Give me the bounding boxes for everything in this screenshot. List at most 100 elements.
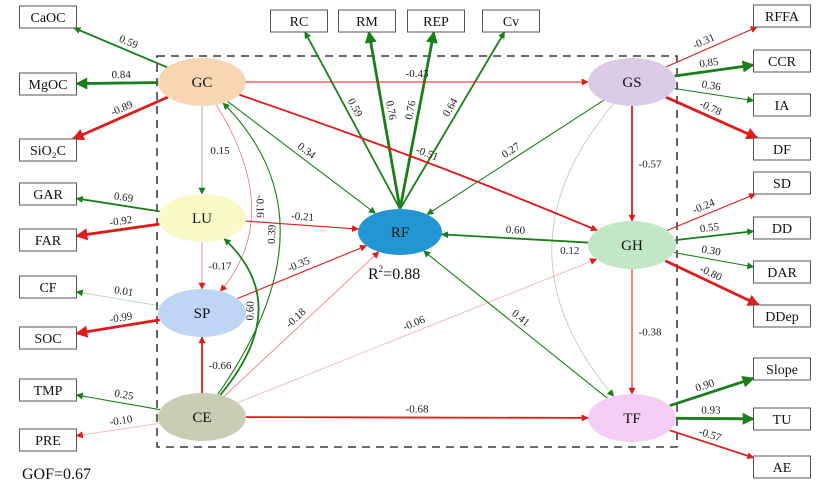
path-coefficient-TF-RF: 0.41 (509, 308, 532, 329)
latent-CE: CE (158, 393, 246, 441)
indicator-FAR-box (19, 228, 77, 252)
path-SP-to-RF (236, 244, 367, 300)
path-GH-to-DAR (673, 251, 755, 270)
path-TF-to-AE (669, 429, 755, 460)
latent-TF-ellipse (588, 394, 676, 442)
path-coefficient-CE-TF: -0.68 (406, 403, 429, 415)
path-TF-to-Slope (669, 375, 755, 407)
path-GS-to-TF (551, 103, 615, 397)
indicator-REP-label: REP (423, 15, 449, 30)
path-coefficient-LU-GAR: 0.69 (113, 190, 134, 205)
indicator-CF-label: CF (39, 281, 56, 296)
indicator-CCR-label: CCR (768, 55, 797, 70)
indicator-RM-label: RM (356, 15, 378, 30)
path-coefficient-SP-RF: -0.35 (286, 255, 312, 275)
indicator-RC-label: RC (290, 15, 309, 30)
path-GC-to-MgOC (75, 77, 159, 90)
indicator-TMP-box (19, 378, 77, 402)
indicator-SOC: SOC (19, 326, 77, 350)
latent-CE-label: CE (192, 410, 211, 426)
indicator-GAR-box (19, 182, 77, 206)
indicator-Cv-box (482, 9, 540, 33)
path-coefficient-GH-TF: -0.38 (639, 327, 662, 339)
indicator-FAR-label: FAR (35, 234, 62, 249)
indicator-RM: RM (338, 9, 396, 33)
path-coefficient-GH-DAR: 0.30 (701, 243, 723, 258)
path-RF-to-RM (364, 30, 402, 210)
indicator-RFFA: RFFA (753, 4, 811, 28)
latent-RF-label: RF (391, 225, 409, 241)
path-TF-to-RF (423, 250, 608, 399)
indicator-DAR-box (753, 260, 811, 284)
indicator-CaOC-label: CaOC (31, 11, 66, 26)
path-coefficient-GH-RF: 0.60 (506, 224, 526, 237)
indicator-RC-box (270, 9, 328, 33)
indicator-CCR-box (753, 49, 811, 73)
latent-LU-ellipse (158, 194, 246, 242)
latent-LU: LU (158, 194, 246, 242)
indicator-SOC-box (19, 326, 77, 350)
latent-GS-ellipse (588, 58, 676, 106)
indicator-FAR: FAR (19, 228, 77, 252)
path-LU-to-GAR (75, 195, 160, 213)
path-CE-to-TF (245, 414, 589, 422)
path-coefficient-GC-CaOC: 0.59 (117, 33, 140, 52)
indicator-RFFA-label: RFFA (765, 10, 800, 25)
indicator-Slope: Slope (753, 357, 811, 381)
latent-GC-label: GC (192, 75, 213, 91)
indicator-DF-box (753, 137, 811, 161)
path-CE-to-PRE (75, 422, 160, 439)
indicator-Cv-label: Cv (503, 15, 519, 30)
indicator-DAR-label: DAR (767, 266, 797, 281)
path-coefficient-RF-RM: 0.76 (383, 100, 398, 122)
indicator-RM-box (338, 9, 396, 33)
indicator-SiO2C-label: SiO₂C (30, 144, 66, 159)
indicator-RFFA-box (753, 4, 811, 28)
path-GS-to-IA (674, 87, 755, 104)
path-coefficient-GC-RF: 0.34 (295, 140, 318, 161)
path-GS-to-DF (665, 95, 759, 140)
path-coefficient-SP-SOC: -0.99 (109, 310, 134, 326)
latent-GS-label: GS (622, 75, 641, 91)
path-coefficient-GS-DF: -0.78 (697, 98, 723, 119)
path-coefficient-RF-Cv: 0.64 (441, 96, 461, 119)
path-coefficient-RF-REP: 0.76 (403, 99, 419, 121)
latent-RF-ellipse (358, 209, 442, 255)
latent-SP-ellipse (158, 289, 246, 337)
latent-SP: SP (158, 289, 246, 337)
indicator-SiO2C: SiO₂C (19, 138, 77, 162)
path-coefficient-GH-SD: -0.24 (691, 197, 717, 217)
latent-TF-label: TF (623, 411, 641, 427)
path-coefficient-GC-GS: -0.43 (406, 68, 429, 80)
structural-model-boundary (156, 55, 678, 448)
latent-GH: GH (588, 221, 676, 269)
path-SP-to-SOC (75, 318, 161, 338)
path-coefficient-CE-SP: -0.66 (209, 360, 232, 372)
latent-GC-ellipse (158, 58, 246, 106)
latent-RF: RF (358, 209, 442, 255)
indicator-CF-box (19, 275, 77, 299)
indicator-DAR: DAR (753, 260, 811, 284)
latent-LU-label: LU (192, 211, 212, 227)
indicator-DD-box (753, 216, 811, 240)
indicator-DD-label: DD (772, 222, 792, 237)
path-coefficient-CE-GC: 0.39 (266, 224, 278, 244)
indicator-DD: DD (753, 216, 811, 240)
path-CE-to-RF (223, 251, 380, 397)
indicator-RC: RC (270, 9, 328, 33)
latent-GH-label: GH (621, 238, 643, 254)
path-coefficient-CE-PRE: -0.10 (109, 413, 134, 428)
path-GS-to-RFFA (666, 26, 758, 68)
path-coefficient-TF-Slope: 0.90 (694, 377, 716, 395)
path-GH-to-RF (441, 231, 589, 244)
indicator-IA-label: IA (775, 99, 791, 114)
path-coefficient-CE-LU: 0.60 (244, 300, 257, 320)
path-coefficient-SP-CF: 0.01 (113, 284, 134, 299)
indicator-Slope-box (753, 357, 811, 381)
path-CE-to-GC (217, 102, 281, 395)
indicator-GAR-label: GAR (33, 188, 63, 203)
indicator-TU: TU (753, 407, 811, 431)
path-LU-to-FAR (75, 222, 160, 241)
indicator-SiO2C-box (19, 138, 77, 162)
